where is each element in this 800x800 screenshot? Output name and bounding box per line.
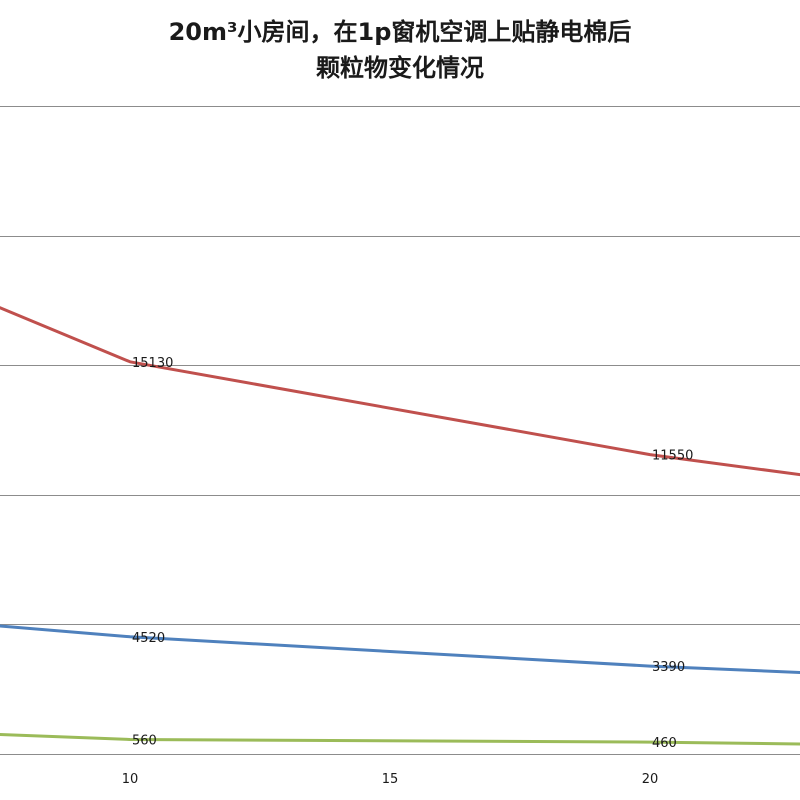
series-line-1 xyxy=(0,306,800,477)
chart-title: 20m³小房间，在1p窗机空调上贴静电棉后 颗粒物变化情况 xyxy=(0,14,800,86)
x-tick-label: 20 xyxy=(642,772,659,787)
series-lines xyxy=(0,306,800,746)
data-label: 460 xyxy=(652,736,677,751)
data-label: 3390 xyxy=(652,660,685,675)
data-label: 560 xyxy=(132,733,157,748)
data-label: 11550 xyxy=(652,449,693,464)
gridlines xyxy=(0,106,800,755)
data-labels: 15130115508870452033902540560460200 xyxy=(132,356,693,751)
series-line-3 xyxy=(0,732,800,746)
chart-title-line-1: 20m³小房间，在1p窗机空调上贴静电棉后 xyxy=(168,18,632,46)
x-axis-ticks: 101520253035 xyxy=(122,772,659,787)
data-label: 15130 xyxy=(132,356,173,371)
x-tick-label: 10 xyxy=(122,772,139,787)
data-label: 4520 xyxy=(132,631,165,646)
chart-title-line-2: 颗粒物变化情况 xyxy=(316,54,484,82)
x-tick-label: 15 xyxy=(382,772,399,787)
series-line-2 xyxy=(0,624,800,674)
